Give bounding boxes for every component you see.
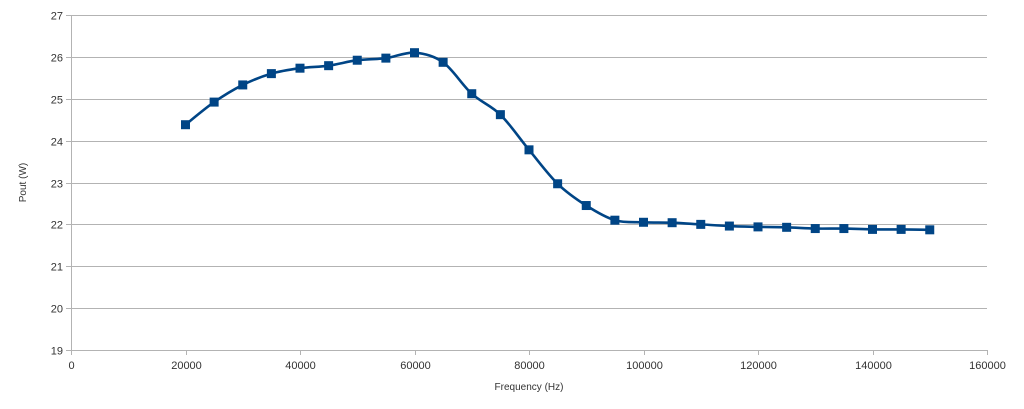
data-point-marker [324,61,334,71]
data-point-marker [925,225,935,235]
data-point-marker [639,217,648,227]
series-pout [181,48,935,235]
y-tick-label: 27 [51,11,63,23]
x-tick-label: 120000 [740,360,777,372]
y-tick-label: 22 [51,220,63,232]
data-point-marker [896,224,906,234]
data-point-marker [181,120,190,130]
x-tick-label: 100000 [626,360,663,372]
gridlines [71,15,987,351]
y-tick-label: 19 [51,346,63,358]
data-point-marker [667,218,677,228]
x-tick-label: 40000 [285,360,316,372]
x-tick-label: 0 [68,360,74,372]
data-point-marker [352,55,362,65]
data-point-marker [724,221,734,231]
data-point-marker [610,215,620,225]
y-axis-title: Pout (W) [18,163,29,202]
data-point-marker [209,97,219,107]
data-point-marker [581,201,591,211]
data-point-marker [782,222,792,232]
data-point-marker [467,89,477,99]
y-tick-label: 20 [51,304,63,316]
x-tick-label: 20000 [171,360,202,372]
tick-labels: 19 20 21 22 23 24 25 26 27 0 20000 40000 60000 80000 1… [51,11,1006,373]
data-point-marker [524,145,534,155]
x-tick-label: 60000 [400,360,431,372]
x-tick-label: 160000 [969,360,1006,372]
y-tick-label: 26 [51,53,63,65]
x-tick-label: 140000 [855,360,892,372]
data-point-marker [381,53,391,63]
data-point-marker [868,224,877,234]
y-tick-label: 21 [51,262,63,274]
data-point-marker [495,110,505,120]
data-point-marker [238,80,248,90]
y-tick-label: 24 [51,137,63,149]
data-point-marker [753,222,763,232]
axes [66,15,988,355]
y-tick-label: 25 [51,95,63,107]
data-point-marker [295,63,305,73]
x-axis-title: Frequency (Hz) [495,382,564,393]
data-point-marker [410,48,419,58]
data-point-marker [839,224,849,234]
data-point-marker [696,219,706,229]
data-point-marker [553,179,563,189]
data-point-marker [438,57,448,67]
x-tick-label: 80000 [514,360,545,372]
data-point-marker [810,224,820,234]
y-tick-label: 23 [51,179,63,191]
data-point-marker [266,69,276,79]
